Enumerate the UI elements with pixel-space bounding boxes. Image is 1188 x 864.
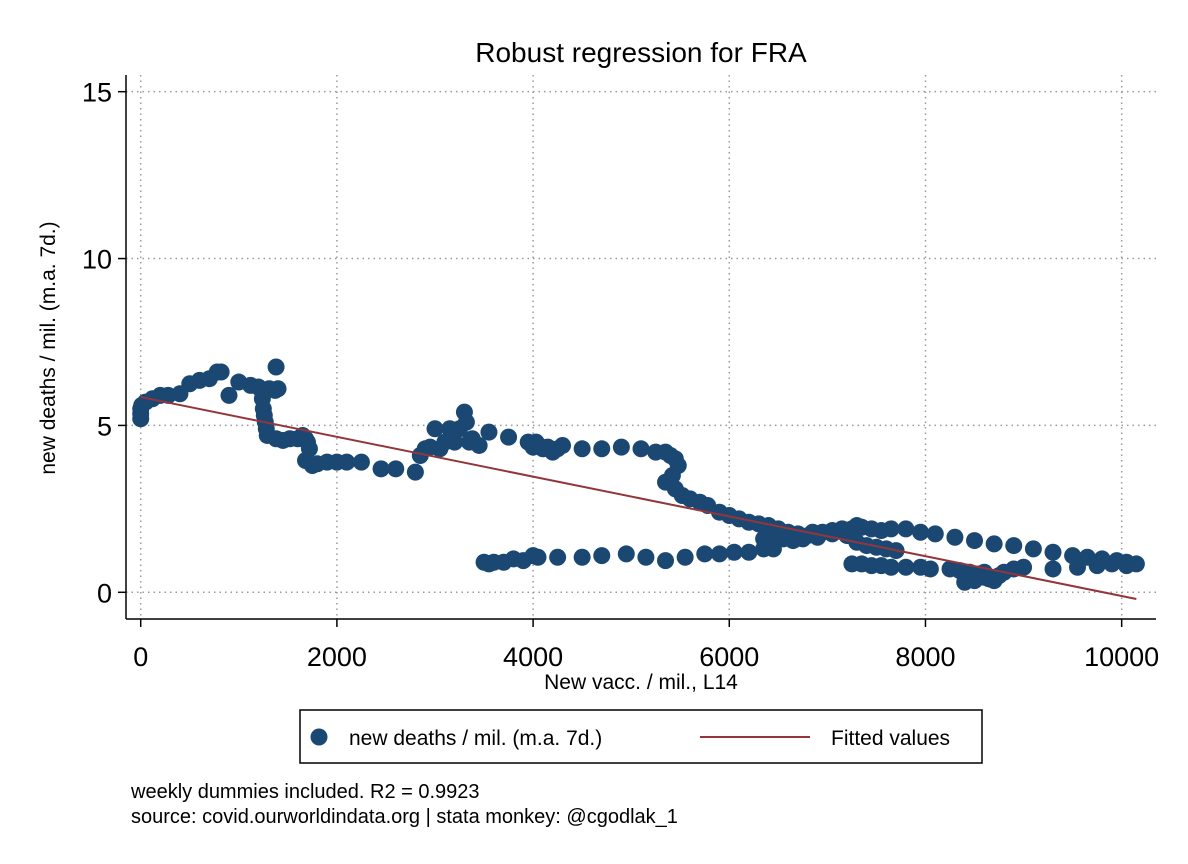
x-tick-label: 2000 xyxy=(307,642,367,672)
legend-marker xyxy=(310,728,328,746)
y-tick-label: 5 xyxy=(97,411,112,441)
data-point xyxy=(269,380,287,398)
data-point xyxy=(946,528,964,546)
data-point xyxy=(446,433,464,451)
legend-label-scatter: new deaths / mil. (m.a. 7d.) xyxy=(349,727,602,750)
note-source: source: covid.ourworldindata.org | stata… xyxy=(131,806,678,828)
chart-title: Robust regression for FRA xyxy=(475,37,807,68)
data-point xyxy=(966,532,984,550)
x-tick-label: 0 xyxy=(133,642,148,672)
note-r2: weekly dummies included. R2 = 0.9923 xyxy=(130,781,480,803)
data-point xyxy=(573,440,591,458)
data-point xyxy=(926,525,944,543)
scatter-points xyxy=(132,358,1145,591)
data-point xyxy=(549,548,567,566)
data-point xyxy=(1015,558,1033,576)
data-point xyxy=(1044,543,1062,561)
data-point xyxy=(657,552,675,570)
y-tick-labels: 0 5 10 15 xyxy=(82,78,112,609)
data-point xyxy=(457,413,475,431)
data-point xyxy=(480,423,498,441)
x-tick-label: 6000 xyxy=(699,642,759,672)
data-point xyxy=(897,558,915,576)
data-point xyxy=(1024,540,1042,558)
data-point xyxy=(794,530,812,548)
x-tick-labels: 0 2000 4000 6000 8000 10000 xyxy=(133,642,1159,672)
data-point xyxy=(352,453,370,471)
data-point xyxy=(593,440,611,458)
data-point xyxy=(338,453,356,471)
data-point xyxy=(882,558,900,576)
data-point xyxy=(617,545,635,563)
data-point xyxy=(921,560,939,578)
axes xyxy=(118,75,1156,627)
fitted-line xyxy=(140,396,1137,600)
data-point xyxy=(387,460,405,478)
data-point xyxy=(593,547,611,565)
grid xyxy=(126,75,1156,619)
data-point xyxy=(529,548,547,566)
x-tick-label: 10000 xyxy=(1084,642,1159,672)
legend: new deaths / mil. (m.a. 7d.) Fitted valu… xyxy=(299,709,983,764)
data-point xyxy=(985,535,1003,553)
data-point xyxy=(1044,560,1062,578)
data-point xyxy=(632,440,650,458)
data-point xyxy=(220,386,238,404)
data-point xyxy=(897,520,915,538)
data-point xyxy=(1088,557,1106,575)
data-point xyxy=(725,543,743,561)
y-tick-label: 15 xyxy=(82,78,112,108)
data-point xyxy=(1005,537,1023,555)
data-point xyxy=(637,548,655,566)
data-point xyxy=(1103,555,1121,573)
data-point xyxy=(426,420,444,438)
data-point xyxy=(882,520,900,538)
data-point xyxy=(554,436,572,454)
data-point xyxy=(372,460,390,478)
data-point xyxy=(573,548,591,566)
legend-box xyxy=(299,709,983,764)
data-point xyxy=(212,363,230,381)
data-point xyxy=(500,428,518,446)
data-point xyxy=(696,545,714,563)
fit-line-group xyxy=(140,396,1137,600)
x-axis-label: New vacc. / mil., L14 xyxy=(544,671,738,694)
y-tick-label: 0 xyxy=(97,578,112,608)
x-tick-label: 8000 xyxy=(895,642,955,672)
data-point xyxy=(267,358,285,376)
data-point xyxy=(710,545,728,563)
y-axis-label: new deaths / mil. (m.a. 7d.) xyxy=(37,221,60,474)
data-point xyxy=(1118,557,1136,575)
data-point xyxy=(406,463,424,481)
data-point xyxy=(1069,558,1087,576)
y-tick-label: 10 xyxy=(82,245,112,275)
data-point xyxy=(912,523,930,541)
data-point xyxy=(676,548,694,566)
x-tick-label: 4000 xyxy=(503,642,563,672)
data-point xyxy=(612,438,630,456)
data-point xyxy=(470,436,488,454)
data-point xyxy=(956,573,974,591)
data-point xyxy=(809,528,827,546)
data-point xyxy=(823,525,841,543)
legend-label-fit: Fitted values xyxy=(831,727,950,750)
data-point xyxy=(740,543,758,561)
